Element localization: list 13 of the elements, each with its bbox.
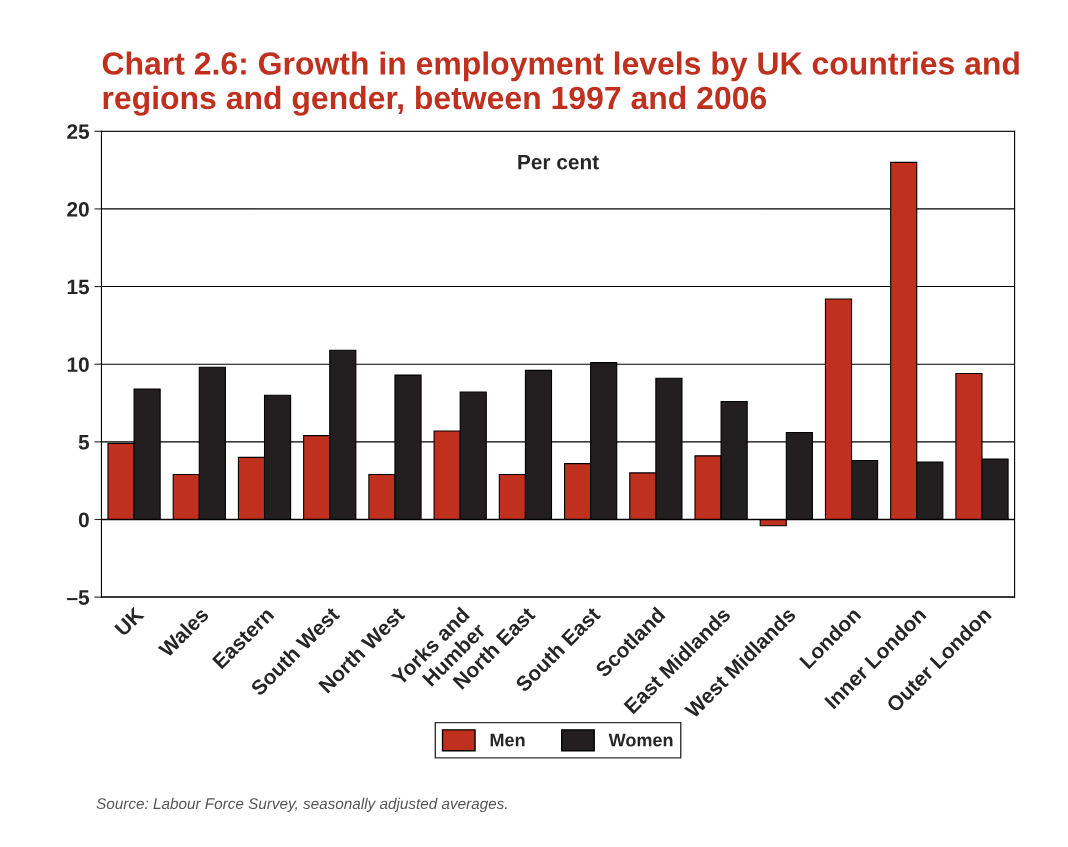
legend-label: Women: [608, 733, 673, 747]
y-tick-label: –5: [67, 590, 90, 605]
y-tick-label: 0: [78, 512, 89, 528]
y-tick-label: 5: [78, 435, 90, 450]
annotation: Per cent: [518, 154, 599, 170]
legend-label: Men: [490, 733, 525, 747]
source-note: Source: Labour Force Survey, seasonally adjusted averages.: [96, 797, 507, 813]
y-tick-label: 25: [67, 124, 90, 140]
x-tick-label: UK: [114, 606, 145, 637]
chart-title: Chart 2.6: Growth in employment levels by UK countries and regions and gender, between 1997 and 2006: [102, 51, 1019, 116]
y-tick-label: 15: [67, 279, 90, 295]
y-tick-label: 10: [67, 357, 89, 372]
y-tick-label: 20: [67, 201, 89, 217]
